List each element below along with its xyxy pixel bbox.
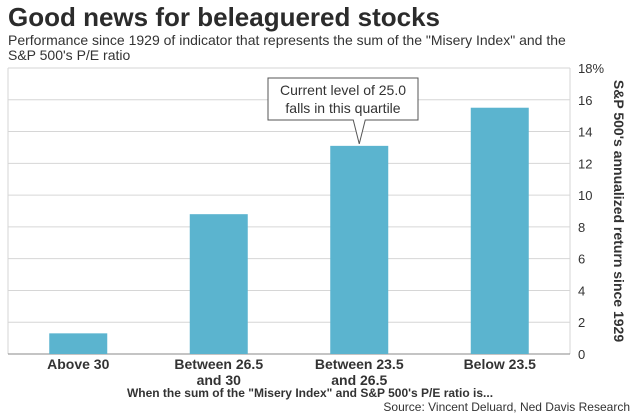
chart-subtitle: Performance since 1929 of indicator that… <box>8 32 566 63</box>
bar <box>330 145 389 354</box>
y-tick-label: 4 <box>578 283 585 298</box>
y-tick-label: 8 <box>578 220 585 235</box>
y-tick-label: 0 <box>578 347 585 362</box>
y-tick-label: 2 <box>578 315 585 330</box>
x-tick-label: Between 23.5 and 26.5 <box>315 356 404 388</box>
x-tick-label: Above 30 <box>47 356 109 372</box>
x-tick-label: Between 26.5 and 30 <box>174 356 263 388</box>
y-tick-label: 10 <box>578 188 592 203</box>
y-tick-label: 18% <box>578 61 604 76</box>
bar <box>470 107 529 354</box>
annotation-text: Current level of 25.0 <box>280 82 406 98</box>
y-axis-title: S&P 500's annualized return since 1929 <box>611 80 627 342</box>
source-note: Source: Vincent Deluard, Ned Davis Resea… <box>383 400 630 414</box>
x-tick-label: Below 23.5 <box>464 356 537 372</box>
chart-title: Good news for beleaguered stocks <box>8 2 440 32</box>
y-tick-label: 6 <box>578 252 585 267</box>
y-tick-label: 16 <box>578 93 592 108</box>
annotation-text: falls in this quartile <box>285 100 400 116</box>
y-tick-label: 12 <box>578 156 592 171</box>
y-tick-label: 14 <box>578 125 592 140</box>
x-axis-title: When the sum of the "Misery Index" and S… <box>127 386 493 400</box>
bar <box>189 214 248 354</box>
annotation-callout <box>267 77 419 144</box>
bar <box>49 333 108 354</box>
